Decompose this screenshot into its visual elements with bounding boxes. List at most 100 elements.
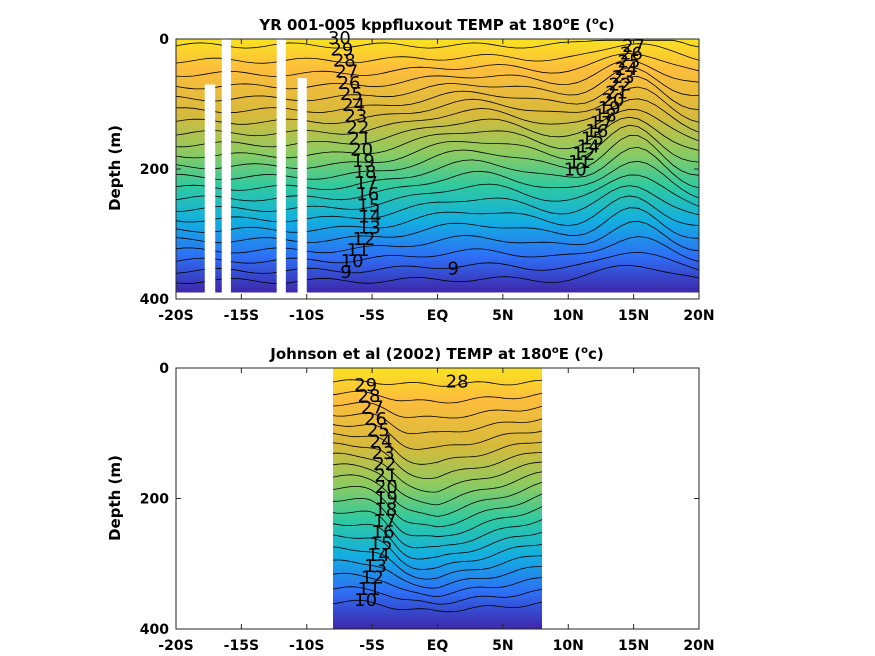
isotherm-27 xyxy=(176,59,699,90)
isotherm-18 xyxy=(176,146,699,191)
contour-label: 24 xyxy=(370,432,393,453)
contour-label: 26 xyxy=(620,44,643,65)
isotherm-13 xyxy=(176,207,699,244)
contour-label: 9 xyxy=(340,262,351,283)
isotherm-12 xyxy=(332,572,543,598)
contour-label: 21 xyxy=(605,82,628,103)
isotherm-28 xyxy=(332,390,543,404)
data-gap-2 xyxy=(221,39,231,293)
isotherm-20 xyxy=(176,124,699,170)
panel-1-plot-area: 3029282726252423222120191817161514131211… xyxy=(176,28,699,293)
panel-1-y-axis-label: Depth (m) xyxy=(106,125,124,211)
contour-label: 25 xyxy=(340,84,363,105)
contour-label: 18 xyxy=(594,105,617,126)
isotherm-16 xyxy=(176,174,699,212)
isotherm-15 xyxy=(332,534,543,570)
isotherm-21 xyxy=(332,463,543,506)
contour-label: 23 xyxy=(612,67,635,88)
isotherm-20 xyxy=(332,474,543,517)
contour-label: 23 xyxy=(344,106,367,127)
y-tick-label: 0 xyxy=(159,32,169,48)
contour-label: 9 xyxy=(447,258,458,279)
x-tick-label: 5N xyxy=(492,638,513,654)
contour-label: 17 xyxy=(590,113,613,134)
x-tick-label: 10N xyxy=(553,638,584,654)
panel-1-title: YR 001-005 kppfluxout TEMP at 180oE (oc) xyxy=(258,16,614,34)
isotherm-11 xyxy=(332,586,543,605)
contour-label: 20 xyxy=(375,477,398,498)
contour-label: 22 xyxy=(346,117,369,138)
contour-label: 12 xyxy=(572,144,595,165)
contour-label: 18 xyxy=(374,499,397,520)
panel-2-y-axis-label: Depth (m) xyxy=(106,455,124,541)
temperature-fill xyxy=(332,368,543,629)
contour-label: 11 xyxy=(347,240,370,261)
isotherm-24 xyxy=(332,432,543,465)
contour-label: 19 xyxy=(375,488,398,509)
contour-label: 23 xyxy=(372,443,395,464)
contour-label: 21 xyxy=(348,128,371,149)
isotherm-26 xyxy=(332,412,543,435)
contour-label: 27 xyxy=(622,36,645,57)
x-tick-label: EQ xyxy=(427,638,449,654)
isotherm-28 xyxy=(176,53,699,77)
isotherm-23 xyxy=(176,98,699,137)
x-tick-label: 15N xyxy=(618,308,649,324)
x-tick-label: -20S xyxy=(158,638,193,654)
panel-1-axes: -20S -15S -10S -5S EQ 5N 10N 15N 20N 0 200 400 xyxy=(140,32,715,324)
panel-1: YR 001-005 kppfluxout TEMP at 180oE (oc)… xyxy=(106,16,715,324)
isotherm-10 xyxy=(176,251,699,274)
data-gap-3 xyxy=(276,39,286,293)
contour-label: 24 xyxy=(342,95,365,116)
contour-label: 20 xyxy=(602,90,625,111)
isotherm-13 xyxy=(332,559,543,589)
contour-label: 12 xyxy=(352,229,375,250)
contour-label: 26 xyxy=(364,409,387,430)
isotherm-29 xyxy=(332,379,543,387)
temperature-field xyxy=(176,39,699,293)
temperature-fill xyxy=(176,39,699,293)
contour-label: 16 xyxy=(372,522,395,543)
contour-label: 15 xyxy=(370,533,393,554)
x-tick-label: 20N xyxy=(683,308,714,324)
isotherm-27 xyxy=(332,402,543,419)
contour-label: 14 xyxy=(577,136,600,157)
isotherm-16 xyxy=(332,523,543,560)
contour-label: 10 xyxy=(354,590,377,611)
isotherm-12 xyxy=(176,220,699,254)
isotherm-26 xyxy=(176,67,699,102)
contour-label: 13 xyxy=(364,556,387,577)
y-tick-label: 400 xyxy=(140,292,169,308)
isotherm-18 xyxy=(332,497,543,538)
contour-label: 20 xyxy=(350,140,373,161)
isotherm-14 xyxy=(332,546,543,580)
isotherm-29 xyxy=(176,43,699,64)
x-tick-label: -20S xyxy=(158,308,193,324)
contour-label: 22 xyxy=(373,454,396,475)
x-tick-label: 15N xyxy=(618,638,649,654)
isotherm-25 xyxy=(332,424,543,450)
panel-2-title: Johnson et al (2002) TEMP at 180oE (oc) xyxy=(269,345,603,363)
x-tick-label: 20N xyxy=(683,638,714,654)
isotherm-15 xyxy=(176,185,699,223)
contour-label: 25 xyxy=(367,420,390,441)
contour-label: 29 xyxy=(330,39,353,60)
isotherm-17 xyxy=(332,510,543,549)
y-tick-label: 200 xyxy=(140,162,169,178)
contour-label: 14 xyxy=(358,206,381,227)
contour-label: 28 xyxy=(358,386,381,407)
contour-label: 19 xyxy=(352,151,375,172)
contour-label: 27 xyxy=(335,62,358,83)
contour-label: 18 xyxy=(354,162,377,183)
isotherm-11 xyxy=(176,236,699,264)
contour-label: 16 xyxy=(356,184,379,205)
contour-label: 15 xyxy=(357,195,380,216)
contour-label: 12 xyxy=(361,567,384,588)
isotherm-25 xyxy=(176,76,699,114)
contour-label: 24 xyxy=(615,59,638,80)
x-tick-label: -5S xyxy=(359,308,385,324)
isotherm-9 xyxy=(176,264,699,284)
panel-2: Johnson et al (2002) TEMP at 180oE (oc) … xyxy=(106,345,715,654)
isotherm-22 xyxy=(332,452,543,493)
